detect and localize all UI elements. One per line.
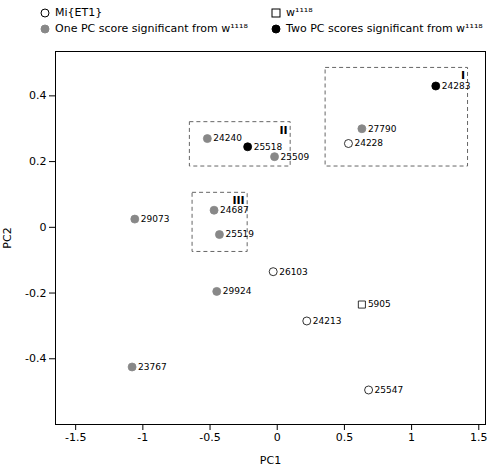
svg-text:PC2: PC2 [1,227,14,248]
svg-text:24283: 24283 [442,81,471,91]
svg-text:-0.2: -0.2 [25,287,46,300]
svg-text:-0.4: -0.4 [25,352,46,365]
svg-text:24687: 24687 [220,205,249,215]
svg-text:0.5: 0.5 [336,431,354,444]
svg-text:29924: 29924 [223,286,252,296]
svg-text:-1.5: -1.5 [65,431,86,444]
svg-text:III: III [232,194,245,208]
html-text:Two PC scores significant from: Two PC scores significant from w¹¹¹⁸ [286,22,483,35]
svg-text:27790: 27790 [368,124,397,134]
svg-text:0.4: 0.4 [29,89,47,102]
svg-text:25547: 25547 [375,385,404,395]
svg-text:II: II [279,124,287,137]
svg-text:24228: 24228 [354,138,383,148]
svg-text:26103: 26103 [279,267,308,277]
html-text:w¹¹¹⁸: w¹¹¹⁸ [286,6,313,19]
svg-text:PC1: PC1 [260,454,281,467]
svg-text:-0.5: -0.5 [199,431,220,444]
svg-text:-1: -1 [137,431,148,444]
svg-text:1.5: 1.5 [470,431,488,444]
svg-text:23767: 23767 [138,362,167,372]
svg-text:5905: 5905 [368,299,391,309]
svg-text:29073: 29073 [141,214,170,224]
svg-text:25519: 25519 [225,229,254,239]
svg-text:0: 0 [40,221,47,234]
svg-text:1: 1 [408,431,415,444]
svg-text:25518: 25518 [254,142,283,152]
svg-text:I: I [460,69,465,83]
svg-text:24213: 24213 [313,316,342,326]
svg-text:25509: 25509 [281,152,310,162]
svg-text:0: 0 [274,431,281,444]
svg-text:0.2: 0.2 [29,155,47,168]
html-text:Mi{ET1}: Mi{ET1} [55,6,103,19]
svg-text:24240: 24240 [213,133,242,143]
html-text:One PC score significant from: One PC score significant from w¹¹¹⁸ [55,22,248,35]
